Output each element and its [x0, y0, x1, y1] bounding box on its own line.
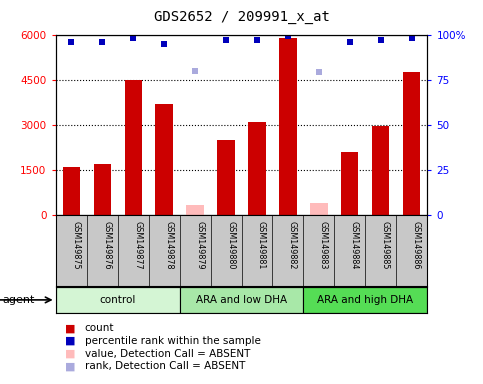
- Bar: [403, 72, 421, 215]
- Text: ■: ■: [65, 349, 76, 359]
- Text: count: count: [85, 323, 114, 333]
- Text: GSM149883: GSM149883: [319, 221, 328, 269]
- Bar: [180, 287, 303, 313]
- Bar: [94, 164, 111, 215]
- Bar: [303, 287, 427, 313]
- Text: GSM149882: GSM149882: [288, 221, 297, 269]
- Bar: [125, 80, 142, 215]
- Text: ■: ■: [65, 361, 76, 371]
- Text: GSM149875: GSM149875: [71, 221, 80, 269]
- Text: ■: ■: [65, 336, 76, 346]
- Bar: [186, 205, 203, 215]
- Text: agent: agent: [2, 295, 35, 305]
- Text: GSM149876: GSM149876: [102, 221, 111, 269]
- Text: control: control: [99, 295, 136, 305]
- Text: GSM149881: GSM149881: [257, 221, 266, 269]
- Bar: [156, 104, 172, 215]
- Text: GDS2652 / 209991_x_at: GDS2652 / 209991_x_at: [154, 10, 329, 23]
- Bar: [56, 287, 180, 313]
- Text: GSM149879: GSM149879: [195, 221, 204, 269]
- Bar: [341, 152, 358, 215]
- Text: GSM149878: GSM149878: [164, 221, 173, 269]
- Text: GSM149885: GSM149885: [381, 221, 390, 269]
- Text: GSM149877: GSM149877: [133, 221, 142, 269]
- Bar: [372, 126, 389, 215]
- Bar: [280, 38, 297, 215]
- Text: rank, Detection Call = ABSENT: rank, Detection Call = ABSENT: [85, 361, 245, 371]
- Text: ■: ■: [65, 323, 76, 333]
- Bar: [248, 122, 266, 215]
- Text: value, Detection Call = ABSENT: value, Detection Call = ABSENT: [85, 349, 250, 359]
- Bar: [217, 140, 235, 215]
- Bar: [311, 203, 327, 215]
- Bar: [62, 167, 80, 215]
- Text: GSM149880: GSM149880: [226, 221, 235, 269]
- Text: ARA and low DHA: ARA and low DHA: [196, 295, 287, 305]
- Text: GSM149884: GSM149884: [350, 221, 359, 269]
- Text: ARA and high DHA: ARA and high DHA: [317, 295, 413, 305]
- Text: percentile rank within the sample: percentile rank within the sample: [85, 336, 260, 346]
- Text: GSM149886: GSM149886: [412, 221, 421, 269]
